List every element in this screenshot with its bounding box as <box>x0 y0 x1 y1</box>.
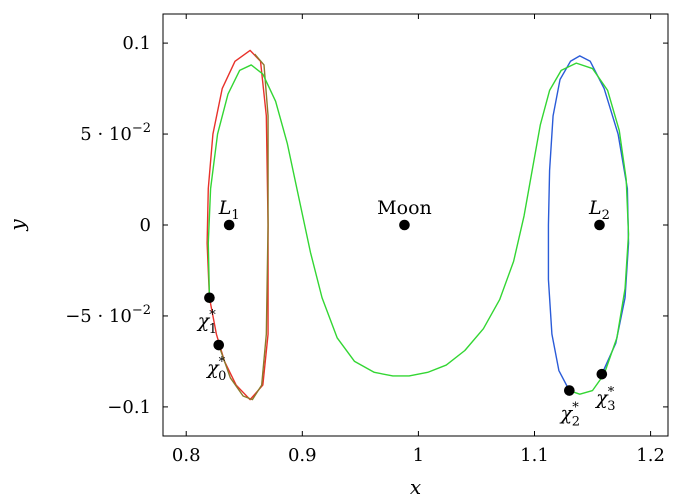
ticks-layer: 0.8 0.9 1 1.1 1.2 0.1 5 · 10−2 0 −5 · 10−2 −0.1 <box>65 14 668 466</box>
point-label-L1: L1 <box>218 197 240 223</box>
x-tick-label: 0.8 <box>172 445 201 466</box>
points-layer: L1 Moon L2 χ* 1 χ* 0 χ* 2 χ* 3 <box>196 197 616 430</box>
point-label-chi3: χ* 3 <box>594 385 615 414</box>
plot-area: L1 Moon L2 χ* 1 χ* 0 χ* 2 χ* 3 0.8 0.9 1 1.1 1.2 0.1 5 ·… <box>65 13 669 466</box>
y-tick-label: 0 <box>140 215 151 236</box>
point-label-L2: L2 <box>588 197 610 223</box>
point-chi2 <box>564 385 575 396</box>
y-tick-label: 0.1 <box>122 33 151 54</box>
y-tick-label: −5 · 10−2 <box>65 303 151 327</box>
point-label-chi0: χ* 0 <box>205 355 226 384</box>
y-axis-label: y <box>5 219 29 232</box>
point-L2 <box>594 219 605 231</box>
point-chi1 <box>204 292 215 304</box>
axes-frame <box>162 13 669 437</box>
point-label-chi2: χ* 2 <box>559 401 580 430</box>
point-chi3 <box>596 368 608 380</box>
y-tick-label: −0.1 <box>107 397 151 418</box>
x-tick-label: 1.2 <box>636 445 665 466</box>
series-layer <box>206 49 630 401</box>
x-axis-label: x <box>410 475 421 499</box>
point-L1 <box>223 219 235 231</box>
point-label-moon: Moon <box>377 197 432 219</box>
series-line-0 <box>206 49 269 401</box>
point-label-chi1: χ* 1 <box>196 308 217 337</box>
x-tick-label: 1 <box>413 445 424 466</box>
point-chi0 <box>213 339 225 351</box>
point-moon <box>399 219 410 231</box>
series-line-1 <box>218 53 269 401</box>
y-tick-label: 5 · 10−2 <box>80 121 151 145</box>
x-tick-label: 0.9 <box>288 445 317 466</box>
series-line-3 <box>207 62 630 395</box>
x-tick-label: 1.1 <box>520 445 549 466</box>
